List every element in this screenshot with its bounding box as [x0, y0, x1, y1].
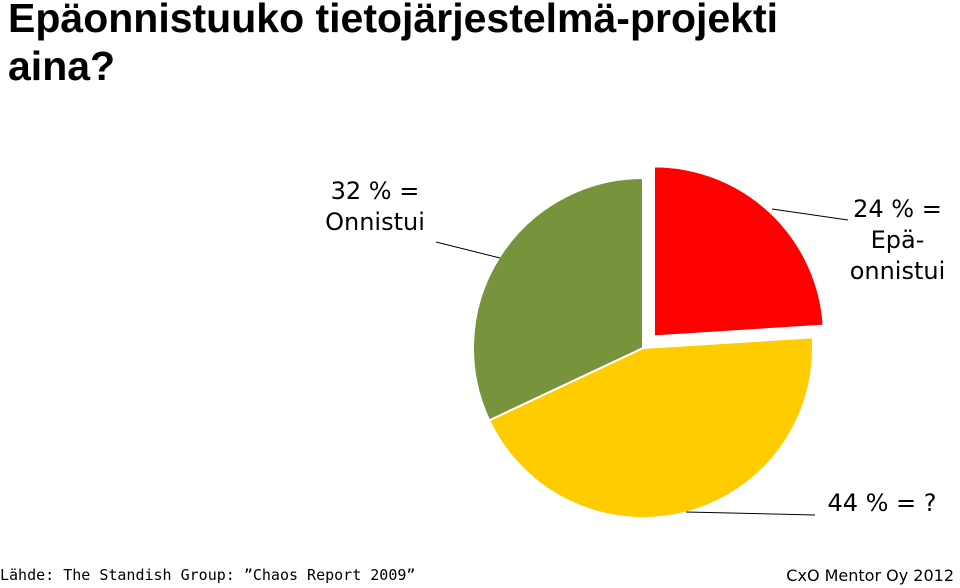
data-label: 32 % = Onnistui: [325, 177, 425, 236]
leader-line: [435, 241, 501, 259]
leader-line: [685, 511, 816, 516]
chart-title: Epäonnistuuko tietojärjestelmä-projekti …: [8, 0, 779, 89]
data-label: 44 % = ?: [827, 489, 937, 517]
pie-slice: [652, 165, 825, 338]
footer: CxO Mentor Oy 2012: [786, 566, 954, 585]
pie-slice: [472, 176, 644, 422]
source-note: Lähde: The Standish Group: ”Chaos Report…: [0, 566, 416, 584]
data-label: 24 % = Epä-onnistui: [849, 195, 946, 285]
leader-line: [771, 208, 849, 221]
